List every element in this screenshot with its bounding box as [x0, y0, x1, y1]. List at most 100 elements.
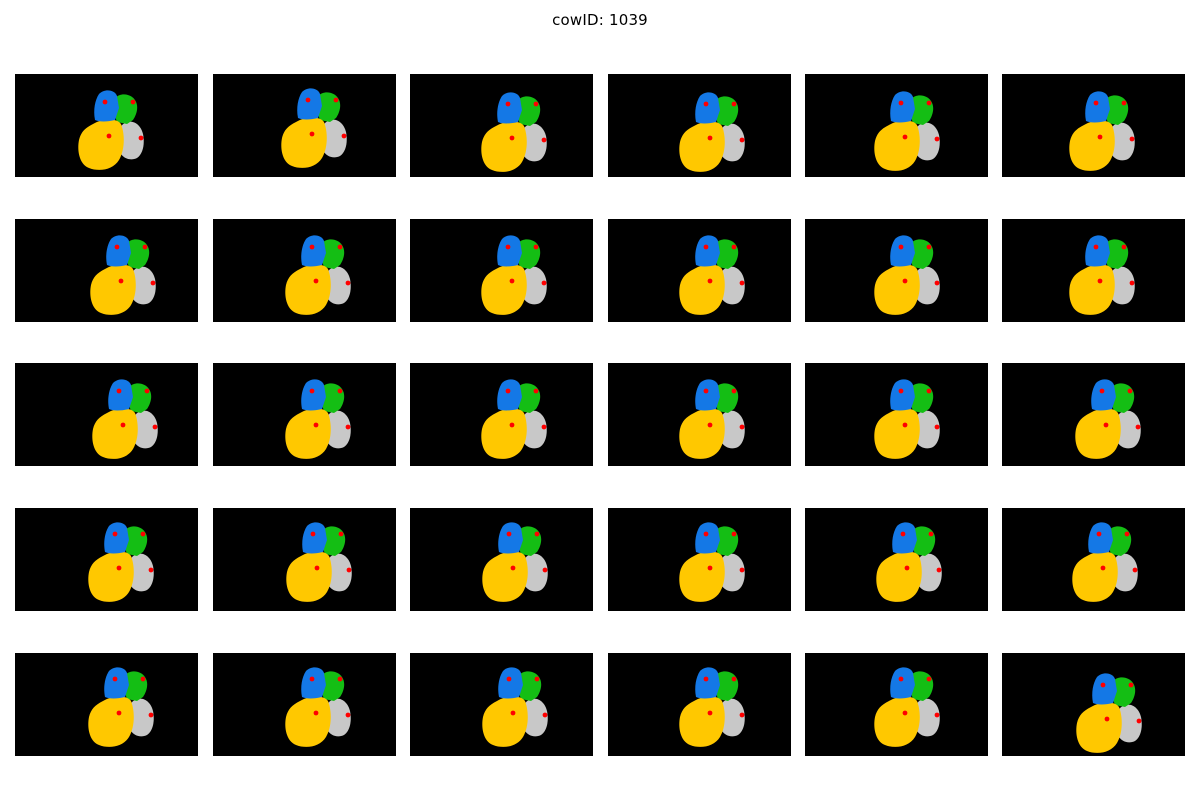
cow-silhouette: [286, 522, 352, 602]
keypoint-marker: [707, 710, 713, 716]
gray-region: [718, 410, 745, 449]
frame-panel: [213, 219, 396, 322]
blue-region: [890, 379, 915, 411]
yellow-region: [481, 121, 527, 172]
keypoint-marker: [116, 710, 122, 716]
keypoint-marker: [731, 388, 737, 394]
yellow-region: [481, 408, 527, 459]
segmentation-mask: [482, 522, 548, 602]
cow-silhouette: [679, 235, 745, 315]
cow-silhouette: [285, 667, 351, 747]
keypoint-marker: [904, 565, 910, 571]
segmentation-mask: [1069, 91, 1135, 171]
yellow-region: [1072, 551, 1118, 602]
keypoint-marker: [1103, 422, 1109, 428]
segmentation-mask: [874, 379, 940, 459]
frame-panel: [15, 74, 198, 177]
keypoint-marker: [707, 278, 713, 284]
keypoint-marker: [140, 531, 146, 537]
gray-region: [520, 123, 547, 162]
keypoint-marker: [926, 388, 932, 394]
segmentation-mask: [481, 379, 547, 459]
keypoint-marker: [345, 424, 351, 430]
keypoint-marker: [1135, 424, 1141, 430]
segmentation-mask: [876, 522, 942, 602]
keypoint-marker: [739, 424, 745, 430]
cow-silhouette: [285, 235, 351, 315]
segmentation-mask: [679, 522, 745, 602]
keypoint-marker: [118, 278, 124, 284]
keypoint-marker: [898, 100, 904, 106]
gray-region: [324, 698, 351, 737]
frame-panel: [1002, 508, 1185, 611]
cow-silhouette: [679, 379, 745, 459]
segmentation-mask: [90, 235, 156, 315]
keypoint-marker: [505, 244, 511, 250]
keypoint-marker: [902, 422, 908, 428]
yellow-region: [281, 117, 327, 168]
keypoint-marker: [313, 710, 319, 716]
gray-region: [1111, 553, 1138, 592]
gray-region: [913, 698, 940, 737]
keypoint-marker: [902, 710, 908, 716]
keypoint-marker: [542, 567, 548, 573]
blue-region: [104, 522, 129, 554]
keypoint-marker: [1093, 100, 1099, 106]
frame-panel: [608, 508, 791, 611]
frame-panel: [805, 508, 988, 611]
keypoint-marker: [898, 676, 904, 682]
keypoint-marker: [1093, 244, 1099, 250]
blue-region: [302, 522, 327, 554]
segmentation-mask: [679, 667, 745, 747]
gray-region: [131, 410, 158, 449]
segmentation-mask: [285, 235, 351, 315]
keypoint-marker: [1128, 682, 1134, 688]
frame-panel: [608, 363, 791, 466]
segmentation-mask: [1075, 379, 1141, 459]
keypoint-marker: [1121, 100, 1127, 106]
yellow-region: [88, 551, 134, 602]
keypoint-marker: [346, 567, 352, 573]
gray-region: [913, 266, 940, 305]
blue-region: [498, 667, 523, 699]
keypoint-marker: [313, 422, 319, 428]
keypoint-marker: [106, 133, 112, 139]
blue-region: [94, 90, 119, 122]
cow-silhouette: [679, 667, 745, 747]
keypoint-marker: [731, 676, 737, 682]
keypoint-marker: [703, 388, 709, 394]
keypoint-marker: [509, 135, 515, 141]
yellow-region: [679, 551, 725, 602]
yellow-region: [482, 551, 528, 602]
frame-panel: [608, 219, 791, 322]
segmentation-mask: [679, 379, 745, 459]
keypoint-marker: [333, 97, 339, 103]
yellow-region: [285, 696, 331, 747]
keypoint-marker: [506, 531, 512, 537]
keypoint-marker: [739, 712, 745, 718]
keypoint-marker: [1129, 136, 1135, 142]
keypoint-marker: [533, 244, 539, 250]
cow-silhouette: [876, 522, 942, 602]
frame-panel: [1002, 74, 1185, 177]
blue-region: [890, 235, 915, 267]
keypoint-marker: [314, 565, 320, 571]
gray-region: [1108, 266, 1135, 305]
keypoint-marker: [900, 531, 906, 537]
keypoint-marker: [309, 244, 315, 250]
keypoint-marker: [934, 136, 940, 142]
keypoint-marker: [148, 712, 154, 718]
keypoint-marker: [509, 278, 515, 284]
blue-region: [1092, 673, 1117, 705]
cow-silhouette: [874, 91, 940, 171]
segmentation-mask: [874, 235, 940, 315]
keypoint-marker: [1127, 388, 1133, 394]
gray-region: [915, 553, 942, 592]
gray-region: [1115, 704, 1142, 743]
yellow-region: [679, 121, 725, 172]
cow-silhouette: [481, 235, 547, 315]
segmentation-mask: [285, 379, 351, 459]
gray-region: [521, 698, 548, 737]
keypoint-marker: [703, 244, 709, 250]
frame-panel: [213, 508, 396, 611]
